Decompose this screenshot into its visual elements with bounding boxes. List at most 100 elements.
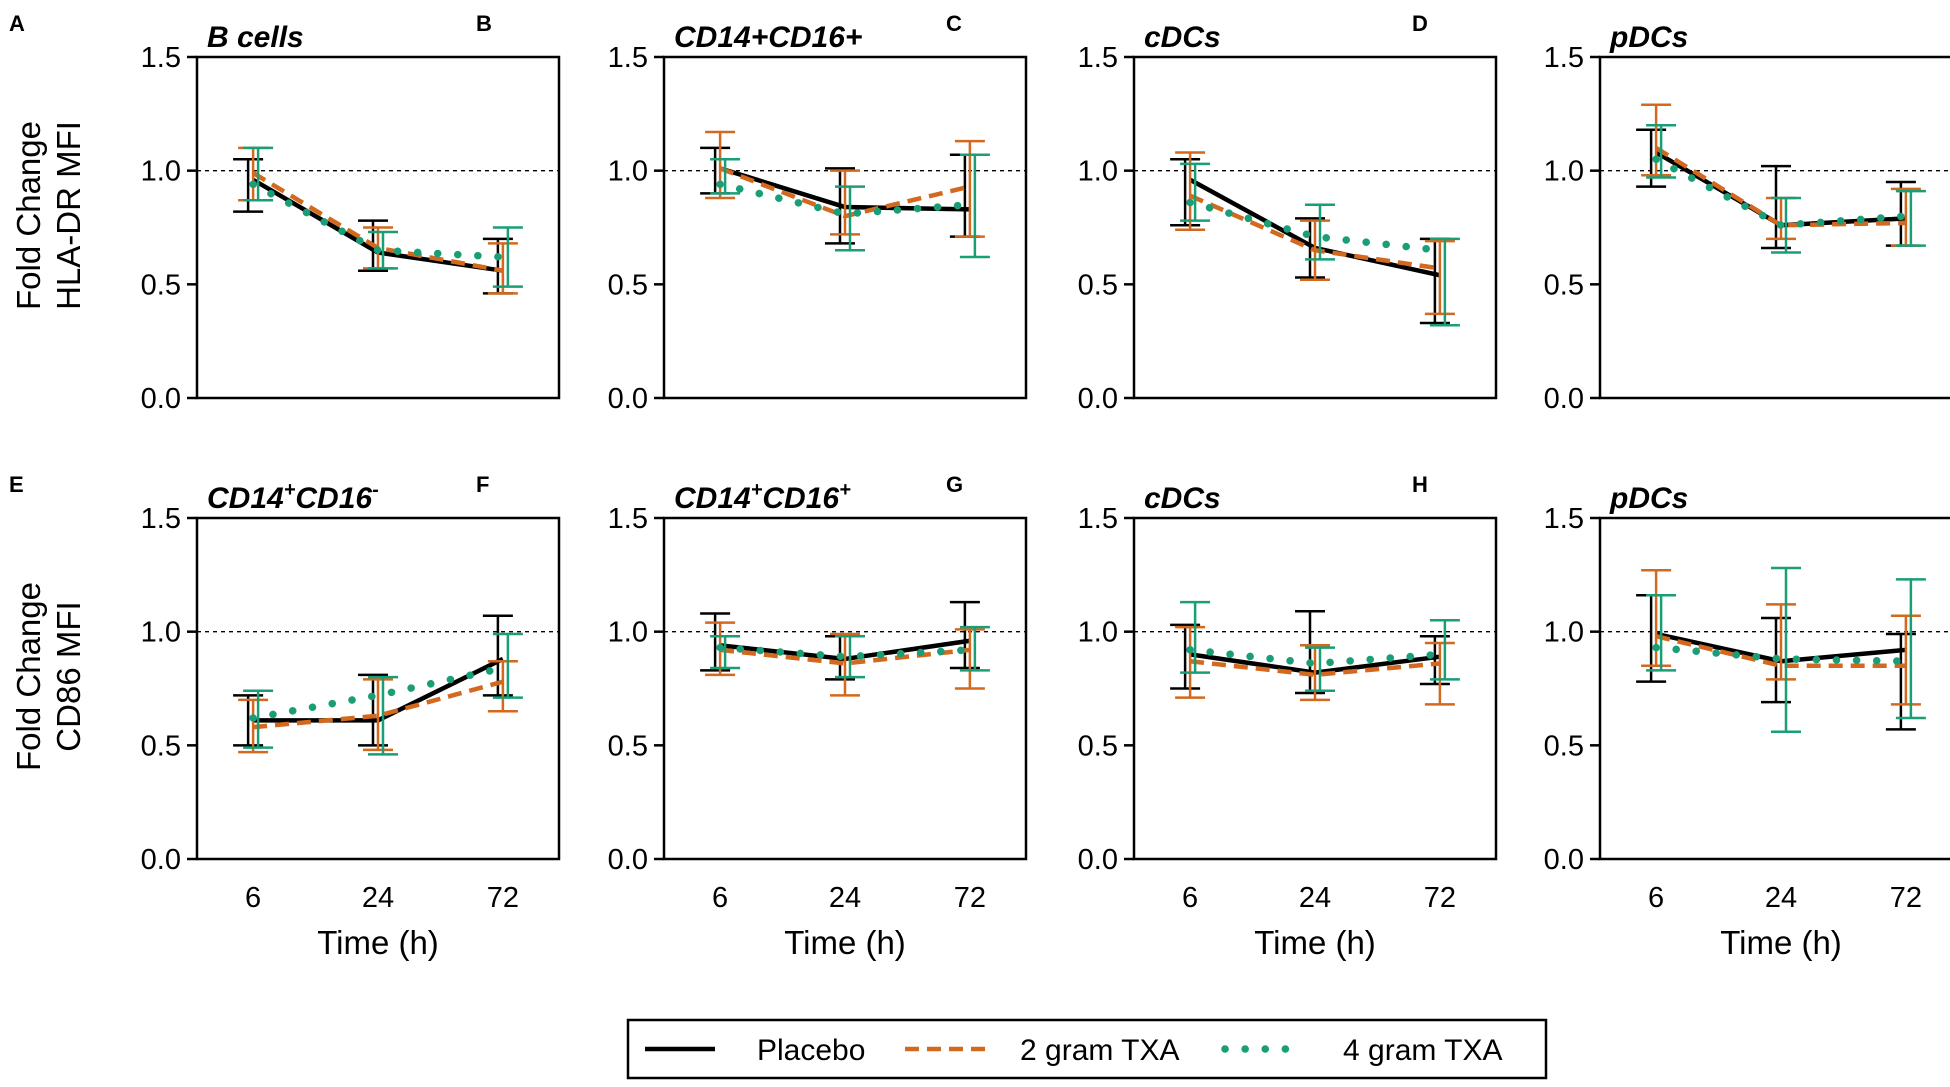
series-4-gram-txa [710, 153, 990, 259]
x-tick-label: 6 [1648, 882, 1664, 914]
series-line [249, 180, 507, 261]
series-line [716, 643, 974, 661]
y-tick-label: 1.5 [141, 503, 181, 535]
series-2-gram-txa [705, 621, 985, 697]
legend-item-4-gram-txa: 4 gram TXA [1221, 1034, 1503, 1067]
x-tick-label: 6 [712, 882, 728, 914]
x-tick-label: 6 [1182, 882, 1198, 914]
series-4-gram-txa [243, 146, 523, 288]
plot-frame [1132, 55, 1498, 400]
series-2-gram-txa [238, 659, 518, 754]
x-tick-label: 72 [1890, 882, 1922, 914]
panel-letter: B [476, 11, 492, 36]
series-placebo [1170, 158, 1450, 325]
series-2-gram-txa [1175, 151, 1455, 316]
x-tick-label: 6 [245, 882, 261, 914]
series-line [719, 647, 971, 666]
y-tick-label: 0.0 [1078, 844, 1118, 876]
y-tick-label: 1.5 [1078, 503, 1118, 535]
y-tick-label: 1.0 [608, 156, 648, 188]
x-tick-label: 24 [362, 882, 394, 914]
y-tick-label: 1.5 [608, 503, 648, 535]
series-line [1186, 646, 1444, 668]
x-tick-label: 24 [1765, 882, 1797, 914]
series-4-gram-txa [1646, 566, 1926, 733]
plot-frame [1132, 516, 1498, 861]
y-tick-label: 0.0 [141, 844, 181, 876]
y-tick-label: 1.5 [1078, 42, 1118, 74]
series-line [252, 679, 504, 730]
y-axis-label: Fold Change [10, 121, 47, 310]
x-axis-label: Time (h) [1254, 924, 1376, 961]
plot-frame [662, 516, 1028, 861]
y-tick-label: 1.5 [1544, 42, 1584, 74]
series-line [1189, 658, 1441, 678]
legend-label: 4 gram TXA [1343, 1034, 1503, 1067]
series-line [716, 180, 974, 218]
y-tick-label: 1.0 [608, 617, 648, 649]
plot-frame [1598, 55, 1950, 400]
y-tick-label: 0.0 [1544, 383, 1584, 415]
y-tick-label: 0.5 [608, 269, 648, 301]
y-tick-label: 1.0 [1078, 156, 1118, 188]
series-line [1186, 198, 1444, 254]
series-4-gram-txa [243, 632, 523, 756]
series-2-gram-txa [1175, 625, 1455, 706]
plot-frame [662, 55, 1028, 400]
panel-letter: G [946, 472, 963, 497]
panel-title: CD14+CD16+ [674, 21, 862, 54]
series-4-gram-txa [1180, 600, 1460, 693]
y-tick-label: 0.0 [1544, 844, 1584, 876]
y-tick-label: 1.0 [141, 156, 181, 188]
panel-title: B cells [207, 21, 304, 54]
y-axis-label: Fold Change [10, 582, 47, 771]
y-tick-label: 0.5 [1078, 730, 1118, 762]
series-placebo [700, 600, 980, 681]
y-tick-label: 1.5 [1544, 503, 1584, 535]
x-tick-label: 24 [829, 882, 861, 914]
panel-title: cDCs [1144, 21, 1221, 54]
series-line [1655, 634, 1906, 669]
panel-letter: C [946, 11, 962, 36]
panel-f: F CD14+CD16+ 0.0 0.5 1.0 1.5 6 24 72 Time (h) [476, 472, 1028, 961]
y-tick-label: 0.0 [1078, 383, 1118, 415]
series-2-gram-txa [1641, 103, 1921, 247]
series-line [719, 166, 971, 219]
legend: Placebo 2 gram TXA 4 gram TXA [626, 1018, 1548, 1080]
y-tick-label: 1.5 [608, 42, 648, 74]
y-axis-label: CD86 MFI [50, 601, 87, 751]
series-placebo [1636, 128, 1916, 250]
panel-letter: F [476, 472, 489, 497]
y-tick-label: 0.0 [141, 383, 181, 415]
x-tick-label: 24 [1299, 882, 1331, 914]
x-tick-label: 72 [487, 882, 519, 914]
legend-item-placebo: Placebo [645, 1034, 865, 1067]
legend-label: 2 gram TXA [1020, 1034, 1180, 1067]
panel-title: cDCs [1144, 482, 1221, 515]
panel-title: CD14+CD16- [207, 479, 379, 515]
panel-letter: E [9, 472, 24, 497]
x-axis-label: Time (h) [784, 924, 906, 961]
x-axis-label: Time (h) [317, 924, 439, 961]
series-4-gram-txa [710, 625, 990, 679]
panel-letter: H [1412, 472, 1428, 497]
y-tick-label: 0.0 [608, 844, 648, 876]
plot-frame [195, 55, 561, 400]
y-tick-label: 0.0 [608, 383, 648, 415]
panel-b: B CD14+CD16+ 0.0 0.5 1.0 1.5 [476, 11, 1028, 415]
panel-letter: A [9, 11, 25, 36]
x-tick-label: 72 [954, 882, 986, 914]
legend-label: Placebo [757, 1034, 865, 1067]
y-tick-label: 1.0 [1544, 156, 1584, 188]
series-2-gram-txa [705, 130, 985, 238]
legend-item-2-gram-txa: 2 gram TXA [905, 1034, 1180, 1067]
y-tick-label: 0.5 [141, 269, 181, 301]
series-line [249, 664, 507, 722]
y-tick-label: 1.0 [141, 617, 181, 649]
panel-a: A B cells 0.0 0.5 1.0 1.5 Fold Change HLA-DR MF… [9, 11, 561, 415]
series-line [1654, 146, 1906, 228]
y-tick-label: 0.5 [1544, 269, 1584, 301]
